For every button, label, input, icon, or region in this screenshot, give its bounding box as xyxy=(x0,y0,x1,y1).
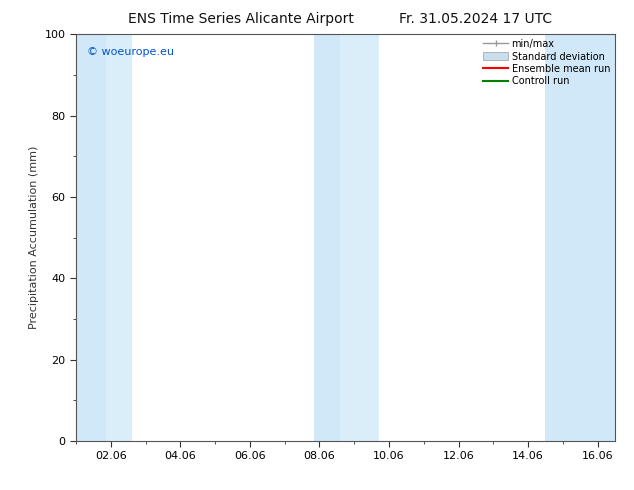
Y-axis label: Precipitation Accumulation (mm): Precipitation Accumulation (mm) xyxy=(29,146,39,329)
Text: Fr. 31.05.2024 17 UTC: Fr. 31.05.2024 17 UTC xyxy=(399,12,552,26)
Text: © woeurope.eu: © woeurope.eu xyxy=(87,47,174,56)
Bar xyxy=(340,34,378,441)
Bar xyxy=(545,34,615,441)
Bar xyxy=(76,34,106,441)
Bar xyxy=(314,34,340,441)
Text: ENS Time Series Alicante Airport: ENS Time Series Alicante Airport xyxy=(128,12,354,26)
Legend: min/max, Standard deviation, Ensemble mean run, Controll run: min/max, Standard deviation, Ensemble me… xyxy=(481,37,612,88)
Bar xyxy=(106,34,132,441)
